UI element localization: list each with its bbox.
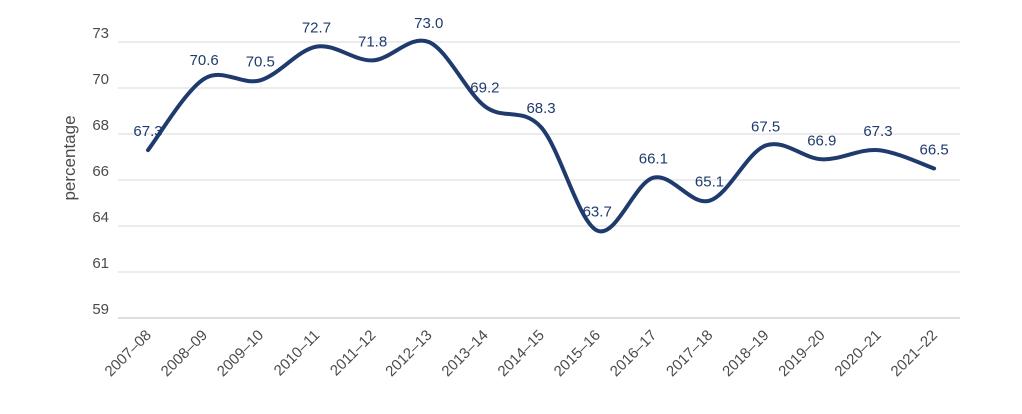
y-tick-label: 61 — [92, 255, 109, 272]
data-label: 63.7 — [583, 204, 612, 221]
data-label: 69.2 — [470, 79, 499, 96]
x-tick-label: 2010–11 — [271, 327, 324, 380]
x-tick-label: 2011–12 — [327, 327, 380, 380]
x-tick-label: 2019–20 — [775, 327, 828, 380]
data-label: 66.9 — [807, 132, 836, 149]
x-tick-label: 2017–18 — [663, 327, 716, 380]
y-tick-labels: 73 70 68 66 64 61 59 — [92, 25, 109, 318]
data-label: 71.8 — [358, 33, 387, 50]
data-label: 70.6 — [190, 52, 219, 69]
x-tick-label: 2012–13 — [382, 327, 435, 380]
y-axis-label: percentage — [60, 115, 79, 200]
series-line — [146, 38, 937, 234]
x-tick-label: 2020–21 — [831, 327, 884, 380]
y-tick-label: 70 — [92, 71, 109, 88]
x-tick-label: 2014–15 — [495, 327, 548, 380]
data-label: 66.1 — [639, 151, 668, 168]
data-label: 73.0 — [414, 15, 443, 32]
y-tick-label: 68 — [92, 117, 109, 134]
data-labels: 67.3 70.6 70.5 72.7 71.8 73.0 69.2 68.3 63.7 66.1… — [133, 15, 948, 221]
x-tick-label: 2021–22 — [888, 327, 941, 380]
y-tick-label: 73 — [92, 25, 109, 42]
data-label: 72.7 — [302, 20, 331, 37]
x-tick-label: 2013–14 — [438, 327, 491, 380]
y-tick-label: 59 — [92, 301, 109, 318]
data-label: 65.1 — [695, 174, 724, 191]
x-tick-label: 2015–16 — [551, 327, 604, 380]
x-tick-label: 2009–10 — [214, 327, 267, 380]
data-label: 67.3 — [863, 123, 892, 140]
gridlines — [118, 41, 960, 319]
y-tick-label: 64 — [92, 209, 109, 226]
data-label: 68.3 — [526, 100, 555, 117]
x-tick-label: 2007–08 — [102, 327, 155, 380]
data-label: 70.5 — [246, 53, 275, 70]
y-tick-label: 66 — [92, 163, 109, 180]
data-label: 66.5 — [919, 142, 948, 159]
data-label: 67.5 — [751, 119, 780, 136]
x-tick-labels: 2007–08 2008–09 2009–10 2010–11 2011–12 2012–… — [102, 327, 941, 380]
x-tick-label: 2016–17 — [607, 327, 660, 380]
x-tick-label: 2008–09 — [158, 327, 211, 380]
data-label: 67.3 — [133, 123, 162, 140]
x-tick-label: 2018–19 — [719, 327, 772, 380]
